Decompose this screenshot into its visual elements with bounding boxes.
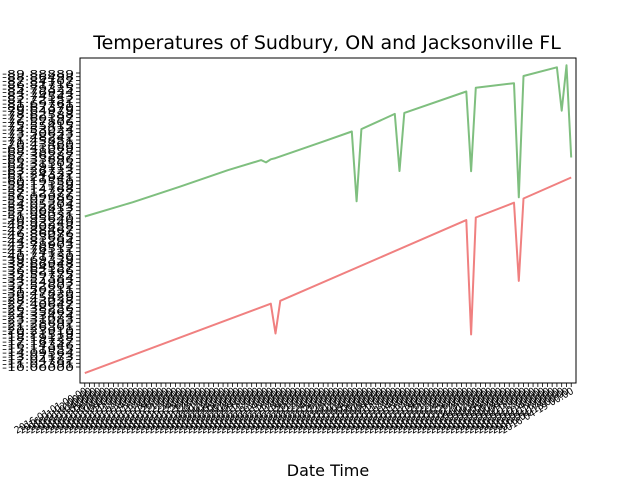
y-tick-label: -81.69761 [2, 99, 74, 110]
y-tick-label: -18.19128 [2, 333, 74, 344]
y-tick-label: -83.74543 [2, 91, 74, 102]
y-tick-label: -89.88889 [2, 69, 74, 80]
series-line-1 [84, 64, 573, 218]
y-tick-label: -17.16737 [2, 337, 74, 348]
y-tick-label: -58.14768 [2, 184, 74, 195]
y-tick-label: -36.62166 [2, 266, 74, 277]
y-tick-label: -29.45429 [2, 292, 74, 303]
y-tick-label: -74.53024 [2, 125, 74, 136]
y-tick-label: -34.57384 [2, 274, 74, 285]
y-tick-label: -82.72152 [2, 95, 74, 106]
y-tick-label: -54.05204 [2, 199, 74, 210]
y-tick-label: -78.62588 [2, 110, 74, 121]
y-tick-label: -39.69339 [2, 255, 74, 266]
y-tick-label: -50.95640 [2, 214, 74, 225]
y-tick-label: -49.93249 [2, 218, 74, 229]
y-tick-label: -25.35865 [2, 307, 74, 318]
y-tick-label: -45.83685 [2, 233, 74, 244]
y-tick-label: -77.60197 [2, 114, 74, 125]
y-tick-label: -23.31083 [2, 315, 74, 326]
y-tick-label: -79.64979 [2, 106, 74, 117]
y-tick-label: -61.21941 [2, 173, 74, 184]
y-tick-label: -22.28692 [2, 318, 74, 329]
y-tick-label: -68.38678 [2, 147, 74, 158]
y-tick-label: -38.66948 [2, 259, 74, 270]
y-tick-label: -86.81716 [2, 80, 74, 91]
y-tick-label: -14.09564 [2, 348, 74, 359]
y-tick-label: -43.78903 [2, 240, 74, 251]
y-tick-label: -20.23910 [2, 326, 74, 337]
y-tick-label: -51.98031 [2, 210, 74, 221]
y-tick-label: -12.04782 [2, 356, 74, 367]
y-tick-label: -37.64557 [2, 263, 74, 274]
y-tick-label: -56.09986 [2, 192, 74, 203]
y-tick-label: -15.11955 [2, 344, 74, 355]
y-tick-label: -32.52602 [2, 281, 74, 292]
y-tick-label: -26.38256 [2, 303, 74, 314]
y-tick-label: -59.17159 [2, 181, 74, 192]
series-lines [84, 64, 573, 375]
y-axis-ticks: -10.00000-11.02391-12.04782-13.07173-14.… [2, 69, 80, 374]
y-tick-label: -13.07173 [2, 352, 74, 363]
y-tick-label: -31.50211 [2, 285, 74, 296]
y-tick-label: -80.67370 [2, 102, 74, 113]
y-tick-label: -75.55415 [2, 121, 74, 132]
y-tick-label: -44.81294 [2, 236, 74, 247]
y-tick-label: -87.84107 [2, 76, 74, 87]
y-tick-label: -63.26723 [2, 166, 74, 177]
y-tick-label: -42.76512 [2, 244, 74, 255]
y-tick-label: -55.07595 [2, 196, 74, 207]
chart-title: Temperatures of Sudbury, ON and Jacksonv… [92, 32, 561, 54]
y-tick-label: -53.02813 [2, 203, 74, 214]
y-tick-label: -57.12377 [2, 188, 74, 199]
y-tick-label: -48.90858 [2, 222, 74, 233]
y-tick-label: -41.74121 [2, 248, 74, 259]
y-tick-label: -28.43038 [2, 296, 74, 307]
y-tick-label: -47.88467 [2, 225, 74, 236]
y-tick-label: -67.36287 [2, 151, 74, 162]
y-tick-label: -73.50633 [2, 129, 74, 140]
y-tick-label: -46.86076 [2, 229, 74, 240]
series-line-2 [84, 176, 572, 375]
y-tick-label: -21.26301 [2, 322, 74, 333]
y-tick-label: -84.76934 [2, 88, 74, 99]
y-tick-label: -30.47820 [2, 289, 74, 300]
y-tick-label: -11.02391 [2, 359, 74, 370]
y-tick-label: -60.19550 [2, 177, 74, 188]
y-tick-label: -35.59775 [2, 270, 74, 281]
x-axis-label: Date Time [287, 461, 369, 480]
y-tick-label: -70.43460 [2, 140, 74, 151]
y-tick-label: -52.00422 [2, 207, 74, 218]
y-tick-label: -33.54993 [2, 277, 74, 288]
y-tick-label: -66.33896 [2, 155, 74, 166]
y-tick-label: -64.29114 [2, 162, 74, 173]
y-tick-label: -65.31505 [2, 158, 74, 169]
y-tick-label: -16.14346 [2, 341, 74, 352]
y-tick-label: -85.79325 [2, 84, 74, 95]
y-tick-label: -69.41069 [2, 143, 74, 154]
y-tick-label: -24.33474 [2, 311, 74, 322]
y-tick-label: -62.24332 [2, 169, 74, 180]
y-tick-label: -19.21519 [2, 330, 74, 341]
y-tick-label: -88.86498 [2, 73, 74, 84]
y-tick-label: -27.40647 [2, 300, 74, 311]
y-tick-label: -72.48242 [2, 132, 74, 143]
y-tick-label: -76.57806 [2, 117, 74, 128]
y-tick-label: -10.00000 [2, 363, 74, 374]
plot-frame [79, 57, 577, 384]
y-tick-label: -71.45851 [2, 136, 74, 147]
y-tick-label: -40.71730 [2, 251, 74, 262]
